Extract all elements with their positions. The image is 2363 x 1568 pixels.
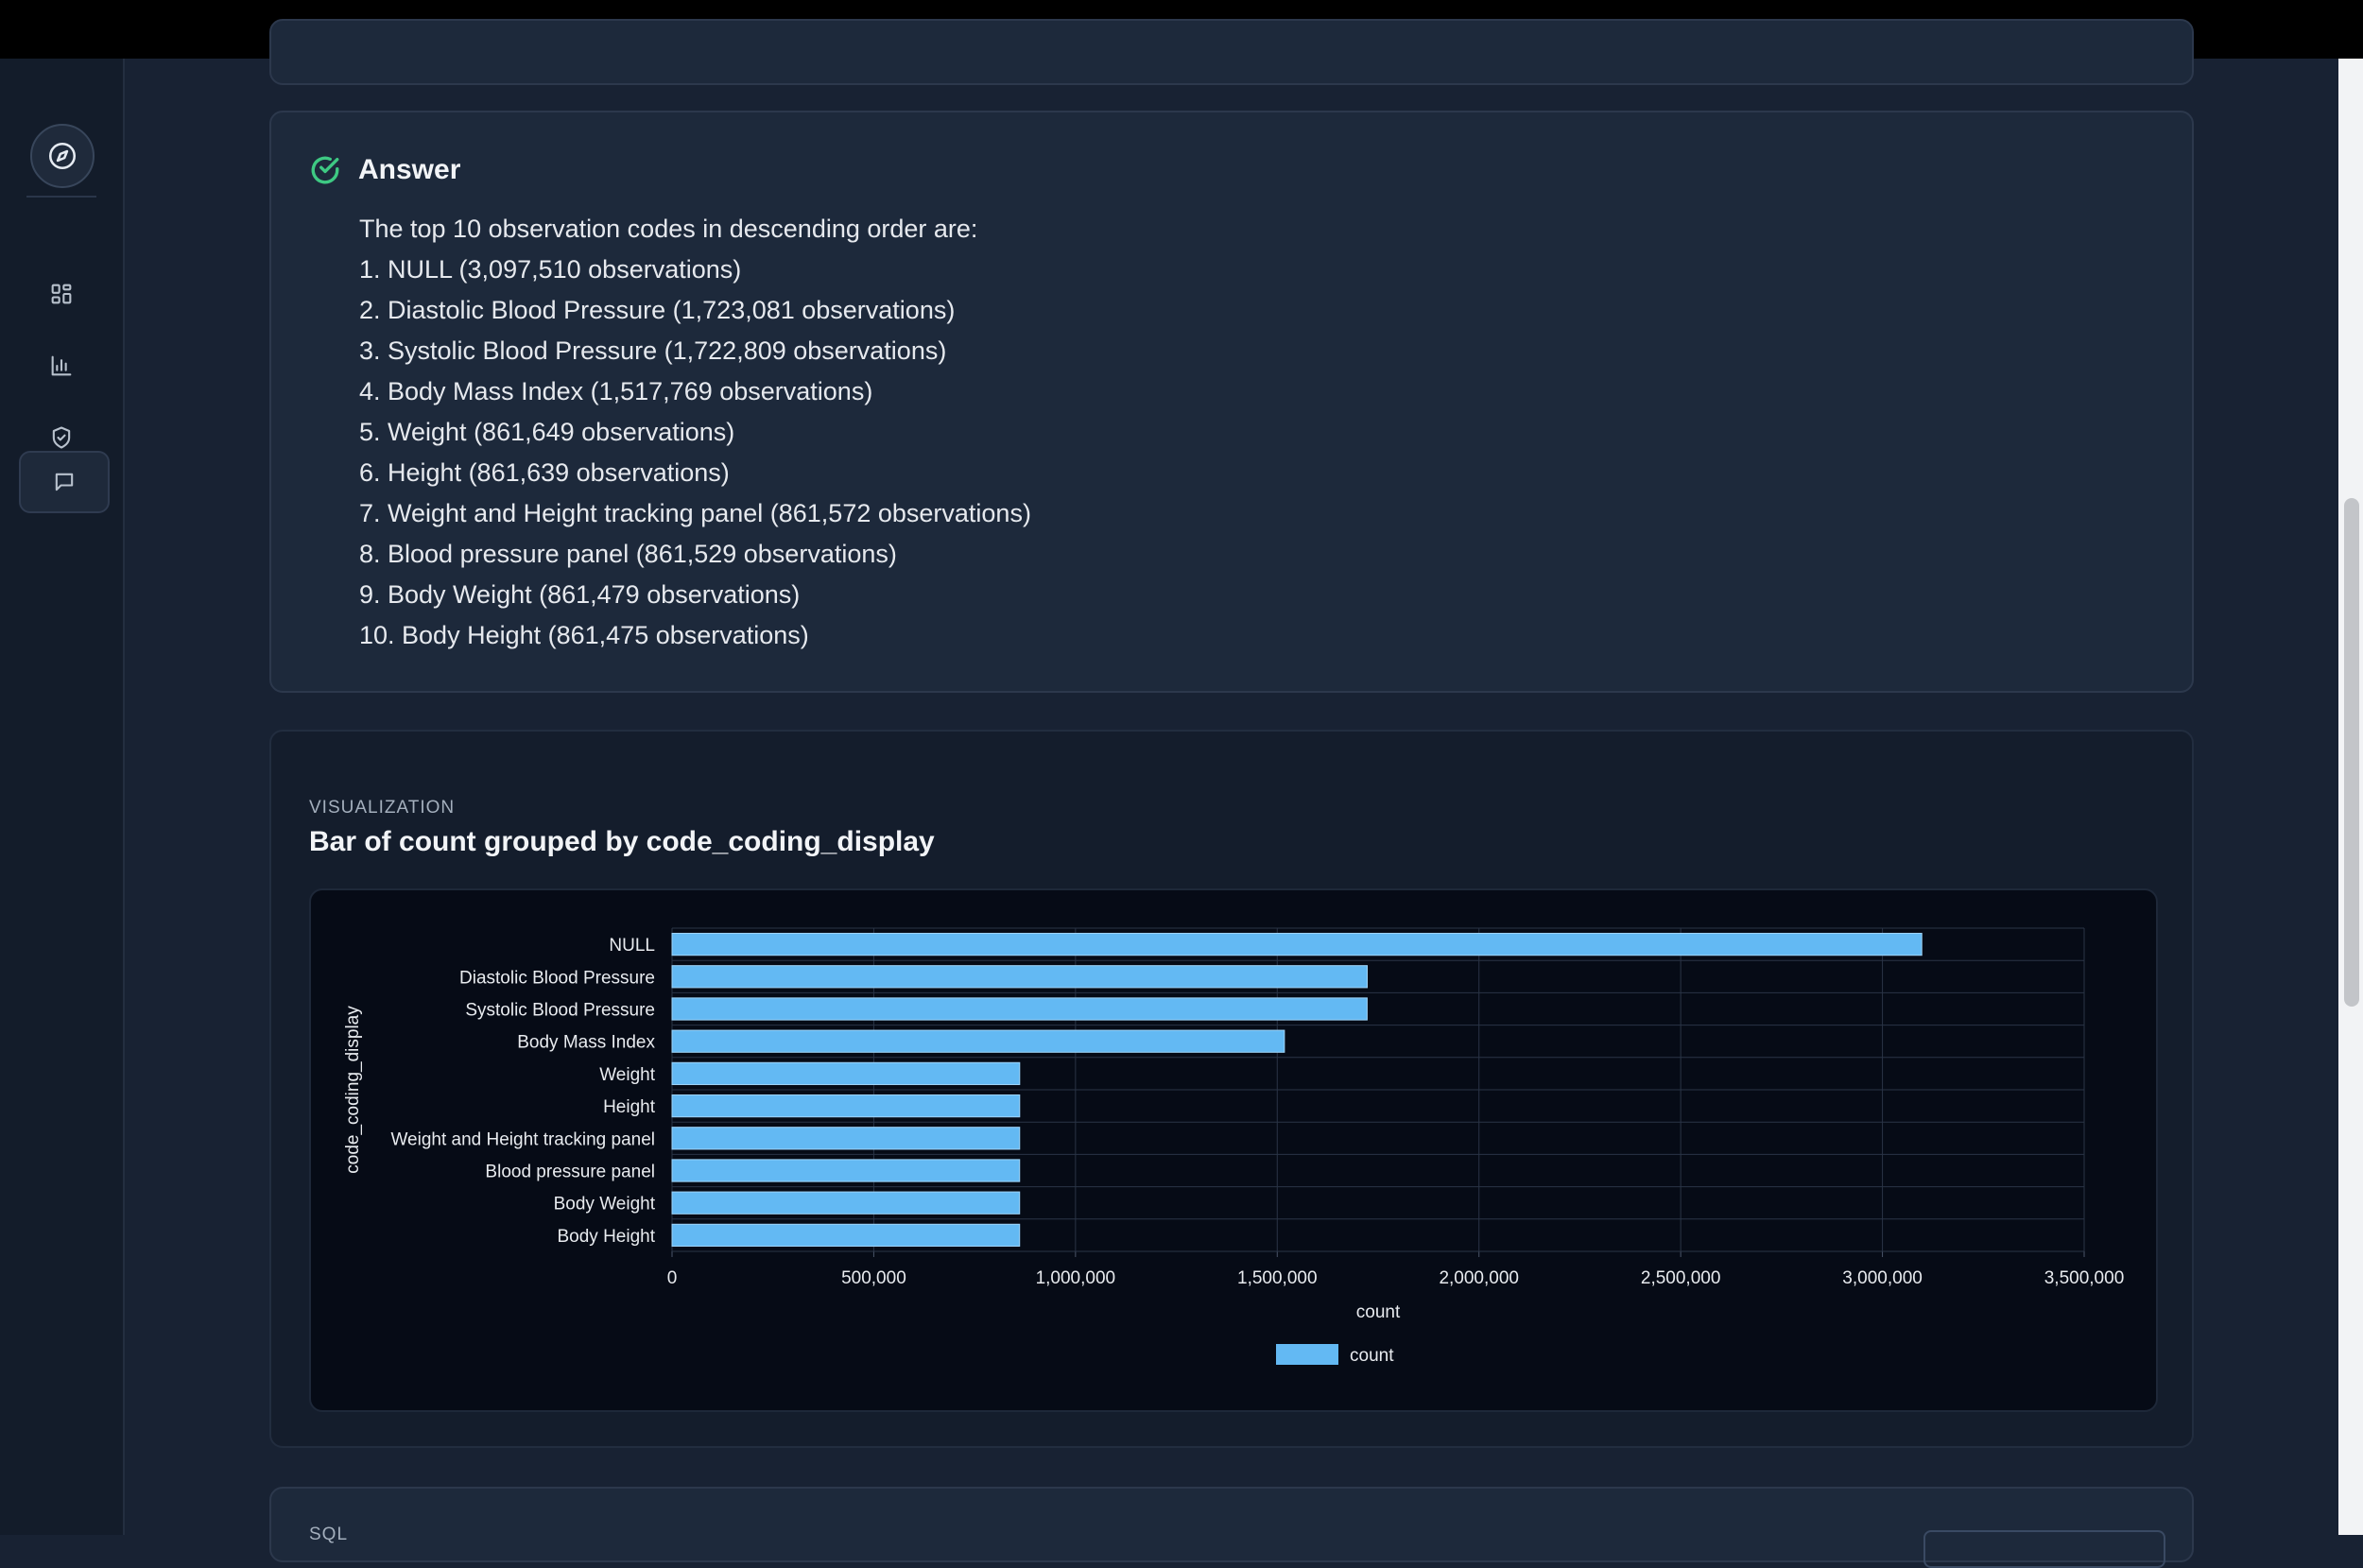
answer-list-item: 7. Weight and Height tracking panel (861… (359, 499, 1031, 527)
bar (671, 1029, 1285, 1053)
bar-chart: 0 500,000 1,000,000 1,500,000 2,000,000 2,500… (343, 927, 2125, 1366)
scrollbar-thumb[interactable] (2344, 498, 2359, 1007)
answer-list-item: 9. Body Weight (861,479 observations) (359, 580, 801, 609)
visualization-card: VISUALIZATION Bar of count grouped by co… (269, 730, 2194, 1448)
answer-list-item: 2. Diastolic Blood Pressure (1,723,081 o… (359, 296, 956, 324)
y-tick-label: Systolic Blood Pressure (465, 1001, 655, 1021)
sql-card: SQL (269, 1487, 2194, 1568)
sidebar-item-chat[interactable] (19, 451, 110, 513)
bar (671, 997, 1368, 1021)
sidebar (0, 59, 125, 1535)
x-tick-label: 2,000,000 (1439, 1268, 1519, 1288)
answer-title: Answer (358, 154, 461, 185)
bar (671, 1223, 1021, 1248)
compass-icon (48, 142, 77, 170)
answer-card: Answer The top 10 observation codes in d… (269, 111, 2194, 693)
x-tick-label: 1,000,000 (1036, 1268, 1116, 1288)
y-tick-label: Weight (599, 1065, 656, 1085)
y-tick-label: NULL (609, 936, 655, 956)
sql-action-button[interactable] (1923, 1530, 2165, 1568)
x-tick-label: 1,500,000 (1237, 1268, 1318, 1288)
previous-card (269, 19, 2194, 85)
chat-icon (55, 473, 74, 491)
answer-list-item: 6. Height (861,639 observations) (359, 458, 730, 487)
y-tick-label: Body Height (557, 1227, 655, 1247)
legend-swatch (1276, 1344, 1338, 1365)
scrollbar-track[interactable] (2338, 59, 2363, 1535)
dashboard-icon (51, 284, 72, 304)
y-tick-label: Blood pressure panel (485, 1163, 655, 1182)
sql-kicker: SQL (309, 1525, 349, 1544)
x-axis-title: count (1356, 1302, 1401, 1322)
legend-label: count (1350, 1346, 1394, 1366)
y-tick-label: Body Weight (554, 1195, 656, 1215)
y-tick-label: Height (603, 1097, 656, 1117)
x-tick-label: 2,500,000 (1641, 1268, 1721, 1288)
check-circle-icon (311, 156, 339, 184)
answer-list-item: 5. Weight (861,649 observations) (359, 418, 735, 446)
bar (671, 1061, 1021, 1086)
visualization-title: Bar of count grouped by code_coding_disp… (309, 826, 935, 857)
x-tick-label: 500,000 (841, 1268, 906, 1288)
answer-list-item: 4. Body Mass Index (1,517,769 observatio… (359, 377, 873, 405)
sidebar-item-dashboard[interactable] (31, 264, 92, 324)
bar-chart-icon (51, 355, 72, 376)
sidebar-item-charts[interactable] (31, 336, 92, 396)
visualization-kicker: VISUALIZATION (309, 798, 456, 818)
y-axis-title: code_coding_display (343, 1006, 363, 1174)
x-tick-label: 3,500,000 (2044, 1268, 2125, 1288)
answer-header: Answer (309, 154, 460, 186)
answer-body: The top 10 observation codes in descendi… (359, 209, 1031, 656)
sidebar-item-explore[interactable] (30, 124, 95, 188)
sidebar-divider (26, 196, 96, 198)
y-tick-label: Weight and Height tracking panel (390, 1129, 655, 1149)
bar (671, 1094, 1021, 1118)
shield-check-icon (52, 426, 71, 449)
bar (671, 1159, 1021, 1182)
y-tick-label: Diastolic Blood Pressure (459, 968, 655, 988)
bar (671, 965, 1369, 989)
answer-intro: The top 10 observation codes in descendi… (359, 215, 978, 243)
answer-list-item: 8. Blood pressure panel (861,529 observa… (359, 540, 897, 568)
y-tick-label: Body Mass Index (517, 1033, 655, 1053)
x-tick-label: 0 (667, 1268, 678, 1288)
x-tick-label: 3,000,000 (1842, 1268, 1923, 1288)
chart-container: 0 500,000 1,000,000 1,500,000 2,000,000 2,500… (309, 888, 2158, 1412)
sidebar-item-security[interactable] (31, 407, 92, 468)
bar (671, 932, 1923, 956)
answer-list-item: 1. NULL (3,097,510 observations) (359, 255, 742, 284)
answer-list-item: 3. Systolic Blood Pressure (1,722,809 ob… (359, 336, 947, 365)
bar (671, 1127, 1021, 1150)
answer-list-item: 10. Body Height (861,475 observations) (359, 621, 809, 649)
bar (671, 1191, 1021, 1215)
